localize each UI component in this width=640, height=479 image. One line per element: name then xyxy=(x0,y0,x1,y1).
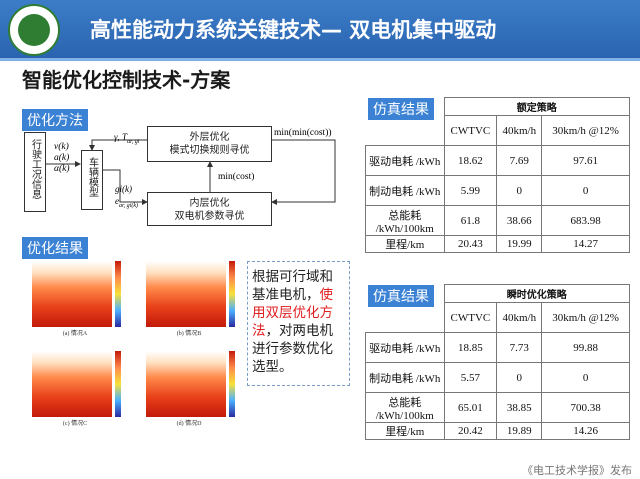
method-diagram: 行驶工况信息 v(k) a(k) α(k) 车辆模型 外层优化 模式切换规则寻优… xyxy=(20,112,360,230)
inner-optimization-box: 内层优化 双电机参数寻优 xyxy=(147,192,272,226)
var-v: v(k) xyxy=(54,142,69,152)
plot-b: (b) 情况B xyxy=(138,257,240,339)
header-divider xyxy=(0,58,640,61)
table1-row-label: 制动电耗 /kWh xyxy=(365,175,445,206)
table2-row-label: 总能耗 /kWh/100km xyxy=(365,392,445,423)
university-logo xyxy=(8,4,60,56)
table1-cell: 0 xyxy=(541,175,630,206)
table1-cell: 683.98 xyxy=(541,205,630,236)
table2-cell: 19.89 xyxy=(496,422,543,440)
inner-box-line1: 内层优化 xyxy=(189,198,230,209)
table2-col-30kmh: 30km/h @12% xyxy=(541,302,630,333)
plot-a: (a) 情况A xyxy=(24,257,126,339)
table1-cell: 5.99 xyxy=(443,175,498,206)
table1-cell: 19.99 xyxy=(496,235,543,253)
plot-d-colorbar xyxy=(229,351,235,417)
table1-col-40kmh: 40km/h xyxy=(496,115,543,146)
table2-row-label: 驱动电耗 /kWh xyxy=(365,332,445,363)
outer-box-line2: 模式切换规则寻优 xyxy=(169,145,250,156)
table1-cell: 0 xyxy=(496,175,543,206)
plot-a-caption: (a) 情况A xyxy=(62,331,88,337)
table2-row-label: 里程/km xyxy=(365,422,445,440)
table1-col-30kmh: 30km/h @12% xyxy=(541,115,630,146)
table2-cell: 7.73 xyxy=(496,332,543,363)
plot-b-caption: (b) 情况B xyxy=(176,331,202,337)
table2-row-label: 制动电耗 /kWh xyxy=(365,362,445,393)
table2-cell: 18.85 xyxy=(443,332,498,363)
table1-strategy: 额定策略 xyxy=(443,97,630,116)
vehicle-model-box: 车辆模型 xyxy=(81,150,103,210)
table2-cell: 65.01 xyxy=(443,392,498,423)
table2-strategy: 瞬时优化策略 xyxy=(443,284,630,303)
input-vars: v(k) a(k) α(k) xyxy=(54,142,70,175)
table1-cell: 7.69 xyxy=(496,145,543,176)
min-min-cost-label: min(min(cost)) xyxy=(274,128,332,138)
page-title: 高性能动力系统关键技术— 双电机集中驱动 xyxy=(90,18,497,42)
method-tag: 优化方法 xyxy=(22,109,88,131)
header-bar: 高性能动力系统关键技术— 双电机集中驱动 xyxy=(0,0,640,58)
gi-label: gi(k) xyxy=(115,184,132,194)
outer-box-line1: 外层优化 xyxy=(189,132,230,143)
table1-row-label: 驱动电耗 /kWh xyxy=(365,145,445,176)
plot-c-area xyxy=(32,351,112,417)
driving-condition-label: 行驶工况信息 xyxy=(29,139,41,199)
table1-cell: 61.8 xyxy=(443,205,498,236)
sim-result-tag-2: 仿真结果 xyxy=(368,285,434,307)
var-alpha: α(k) xyxy=(54,164,70,174)
plot-b-colorbar xyxy=(229,261,235,327)
section-title: 智能优化控制技术-方案 xyxy=(22,68,231,92)
gamma-label: γ, Tar, gi xyxy=(114,132,140,145)
table2-cell: 0 xyxy=(496,362,543,393)
table2-cell: 14.26 xyxy=(541,422,630,440)
plot-a-area xyxy=(32,261,112,327)
e-label: ear, gi(k) xyxy=(115,196,138,209)
sim-result-tag-1: 仿真结果 xyxy=(368,98,434,120)
instant-strategy-table: 瞬时优化策略 CWTVC 40km/h 30km/h @12% 驱动电耗 /kW… xyxy=(365,284,630,440)
plot-c-colorbar xyxy=(115,351,121,417)
plot-b-area xyxy=(146,261,226,327)
table2-cell: 700.38 xyxy=(541,392,630,423)
note-text-1: 根据可行域和基准电机， xyxy=(252,269,333,303)
table2-cell: 0 xyxy=(541,362,630,393)
table2-blank xyxy=(365,302,445,333)
plot-d-caption: (d) 情况D xyxy=(176,421,202,427)
table2-cell: 5.57 xyxy=(443,362,498,393)
plot-a-colorbar xyxy=(115,261,121,327)
table2-cell: 20.42 xyxy=(443,422,498,440)
logo-emblem xyxy=(18,14,50,46)
table1-cell: 14.27 xyxy=(541,235,630,253)
plot-c: (c) 情况C xyxy=(24,347,126,429)
table1-cell: 20.43 xyxy=(443,235,498,253)
table1-cell: 38.66 xyxy=(496,205,543,236)
method-note: 根据可行域和基准电机，使用双层优化方法，对两电机进行参数优化选型。 xyxy=(247,261,350,386)
vehicle-model-label: 车辆模型 xyxy=(86,157,98,197)
table1-row-label: 总能耗 /kWh/100km xyxy=(365,205,445,236)
table1-row-label: 里程/km xyxy=(365,235,445,253)
min-cost-label: min(cost) xyxy=(218,172,255,182)
table2-cell: 99.88 xyxy=(541,332,630,363)
table2-col-40kmh: 40km/h xyxy=(496,302,543,333)
table1-cell: 97.61 xyxy=(541,145,630,176)
plot-d: (d) 情况D xyxy=(138,347,240,429)
table1-cell: 18.62 xyxy=(443,145,498,176)
plot-d-area xyxy=(146,351,226,417)
driving-condition-box: 行驶工况信息 xyxy=(24,132,46,212)
results-tag: 优化结果 xyxy=(22,237,88,259)
results-plots: (a) 情况A (b) 情况B (c) 情况C (d) 情况D xyxy=(20,245,245,440)
plot-c-caption: (c) 情况C xyxy=(62,421,88,427)
table1-blank xyxy=(365,115,445,146)
outer-optimization-box: 外层优化 模式切换规则寻优 xyxy=(147,126,272,162)
inner-box-line2: 双电机参数寻优 xyxy=(174,211,245,222)
table2-cell: 38.85 xyxy=(496,392,543,423)
note-highlight: 使用双层优化方法 xyxy=(252,287,333,339)
var-a: a(k) xyxy=(54,153,70,163)
table2-col-cwtvc: CWTVC xyxy=(443,302,498,333)
source-footer: 《电工技术学报》发布 xyxy=(522,464,632,477)
note-text-2: ，对两电机进行参数优化选型。 xyxy=(252,323,333,375)
diagram-arrows xyxy=(45,139,336,205)
table1-col-cwtvc: CWTVC xyxy=(443,115,498,146)
rated-strategy-table: 额定策略 CWTVC 40km/h 30km/h @12% 驱动电耗 /kWh … xyxy=(365,97,630,253)
